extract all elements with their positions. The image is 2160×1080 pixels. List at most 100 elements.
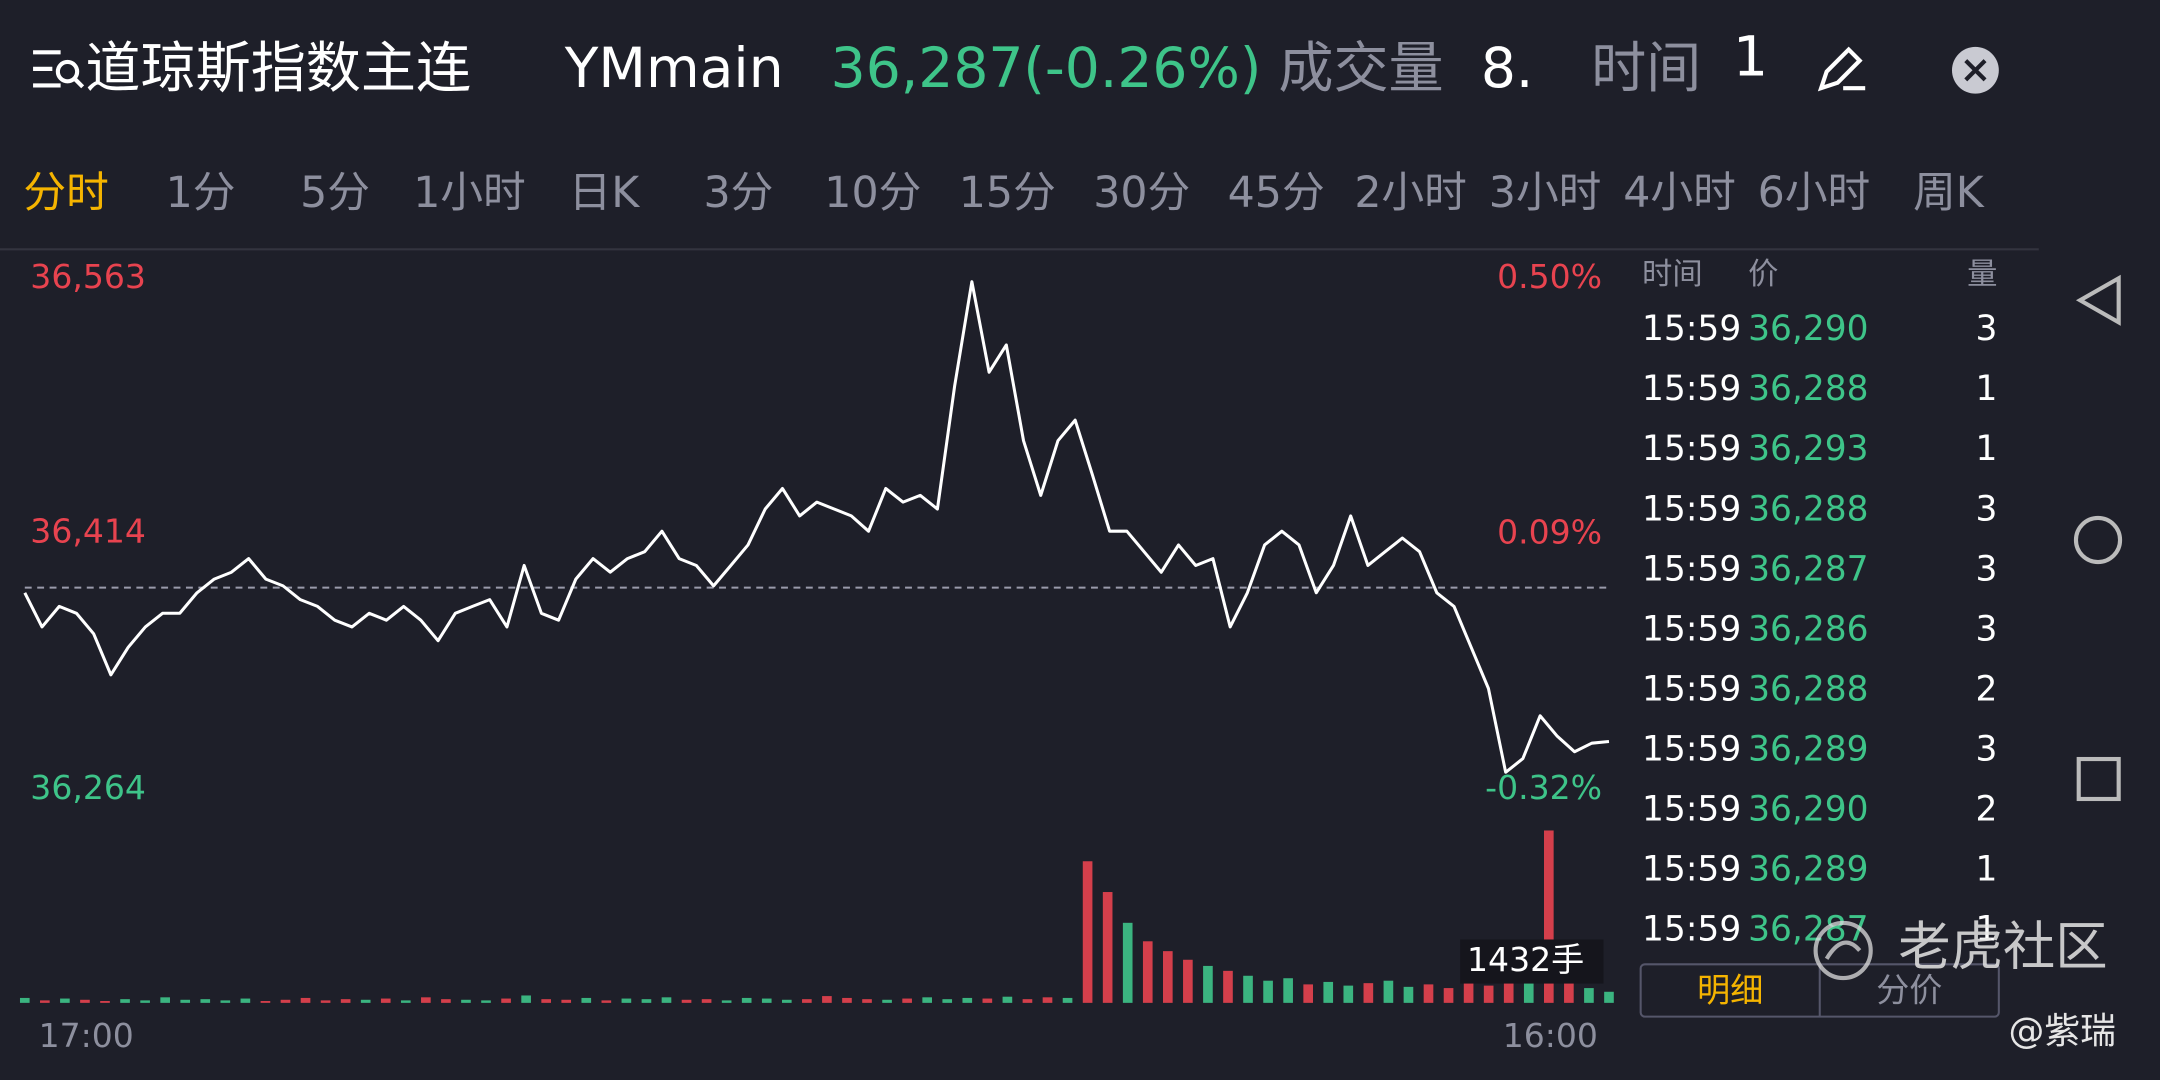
y-tick-label: 36,264 [30,768,146,807]
volume-bar [902,998,912,1003]
volume-bar [621,998,632,1003]
tab[interactable]: 30分 [1093,168,1190,218]
volume-bar [1503,978,1514,1003]
book-header: 时间 [1642,257,1703,292]
book-price: 36,290 [1748,790,1868,830]
menu-icon[interactable] [33,50,85,89]
price-dist-button[interactable]: 分价 [1876,970,1942,1009]
volume-bar [180,999,191,1003]
volume-bar [842,997,852,1003]
book-time: 15:59 [1642,730,1741,770]
tab[interactable]: 45分 [1228,168,1325,218]
tab[interactable]: 6小时 [1758,168,1871,218]
book-time: 15:59 [1642,790,1741,830]
volume-bar [761,998,772,1003]
volume-bar [1062,997,1073,1003]
volume-bar [1223,970,1233,1003]
tab[interactable]: 10分 [824,168,921,218]
book-time: 15:59 [1642,309,1741,349]
y2-tick-label: 0.09% [1497,512,1602,551]
volume-bar [1584,988,1594,1003]
book-price: 36,286 [1748,609,1868,649]
volume-bar [260,1001,271,1003]
tab[interactable]: 15分 [959,168,1056,218]
volume-bar [1463,983,1474,1003]
y-tick-label: 36,414 [30,511,146,550]
volume-bar [1523,970,1534,1003]
time-label: 时间 [1591,36,1701,100]
book-qty: 2 [1976,669,1998,709]
volume-bar [601,1000,612,1003]
watermark-author: @紫瑞 [2009,1011,2116,1052]
nav-back[interactable] [2075,274,2121,326]
volume-bar [721,1000,732,1003]
book-qty: 3 [1976,309,1998,349]
tab[interactable]: 5分 [300,168,370,218]
volume-bar [521,995,531,1003]
volume-bar [1564,978,1574,1003]
book-time: 15:59 [1642,609,1741,649]
tab[interactable]: 3分 [703,168,773,218]
volume-bar [802,999,812,1003]
y2-tick-label: 0.50% [1497,257,1602,296]
book-qty: 3 [1976,730,1998,770]
book-qty: 1 [1976,369,1998,409]
tab[interactable]: 2小时 [1354,168,1467,218]
book-header: 量 [1967,257,1997,292]
volume-bar [501,998,511,1003]
x-tick-label: 17:00 [39,1016,134,1055]
volume-bar [1483,985,1494,1003]
volume-bar [822,996,832,1003]
tab[interactable]: 1分 [166,168,236,218]
volume-bar [1323,981,1334,1003]
volume-bar [1383,980,1394,1003]
tab[interactable]: 周K [1913,168,1985,218]
volume-bar [641,999,652,1003]
watermark-logo [1813,920,1873,981]
close-button[interactable] [1951,46,1999,94]
tab[interactable]: 4小时 [1623,168,1736,218]
volume-bar [982,998,993,1003]
detail-button[interactable]: 明细 [1697,970,1763,1009]
volume-bar [481,1000,491,1003]
volume-bar [300,997,311,1003]
volume-bar [1604,991,1614,1003]
edit-icon[interactable] [1817,46,1866,92]
nav-recent[interactable] [2076,756,2121,802]
tab[interactable]: 1小时 [413,168,526,218]
volume-bar [380,998,391,1003]
book-qty: 3 [1976,549,1998,589]
volume-bar [360,999,371,1003]
volume-bar [1002,996,1013,1003]
volume-bar [1263,980,1273,1003]
volume-bar [1042,997,1053,1003]
book-time: 15:59 [1642,669,1741,709]
book-time: 15:59 [1642,549,1741,589]
tab[interactable]: 分时 [23,168,108,218]
volume-bar [100,1001,110,1003]
volume-bar [962,997,973,1003]
volume-bar [1303,984,1314,1003]
book-qty: 2 [1976,790,1998,830]
volume-bar [1283,978,1293,1003]
time-value: 1 [1733,25,1768,89]
volume-bar [240,998,251,1003]
volume-bar [1162,951,1173,1003]
volume-bar [140,1000,150,1003]
dynamic-layer: 分时 1分 5分 1小时 日K 3分 10分 15分 30分 45分 2小时 3小时 4小时 6小时 周K 3… [19,168,1998,1055]
book-qty: 1 [1976,910,1998,950]
volume-bar [441,999,451,1003]
volume-bar [1022,999,1033,1003]
nav-home[interactable] [2073,515,2123,565]
book-price: 36,289 [1748,850,1868,890]
symbol: YMmain [564,36,784,100]
volume-bar [40,1000,50,1003]
tab[interactable]: 日K [569,168,641,218]
volume-bar [1403,986,1414,1003]
volume-bar [80,999,90,1003]
book-qty: 1 [1976,429,1998,469]
tab[interactable]: 3小时 [1489,168,1602,218]
volume-bar [1363,983,1374,1003]
book-price: 36,290 [1748,309,1868,349]
